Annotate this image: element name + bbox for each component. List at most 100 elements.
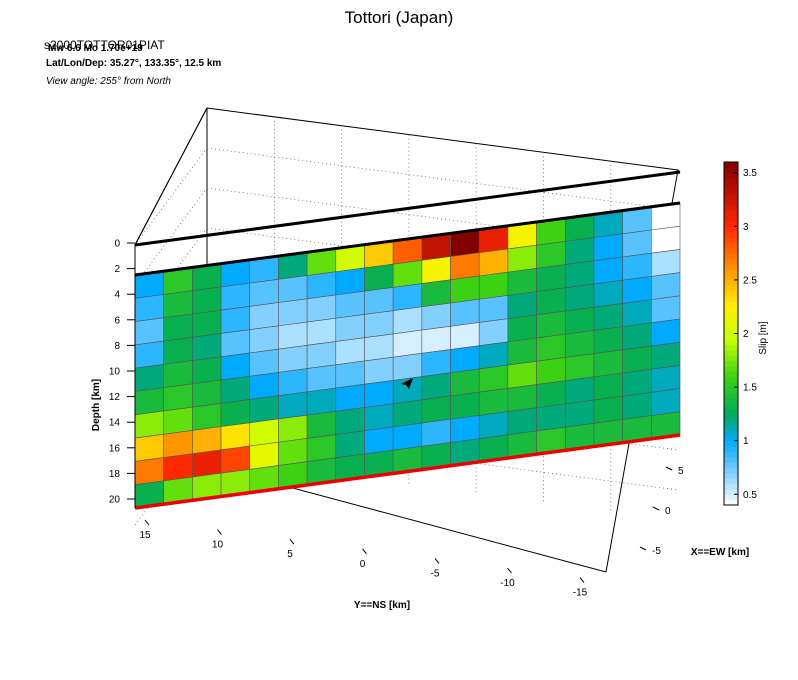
ew-tick-mark [639, 546, 647, 551]
colorbar-tick-label: 2.5 [743, 275, 757, 286]
slip-cell [392, 352, 423, 381]
colorbar-swatch [724, 301, 738, 308]
slip-cell [651, 388, 681, 416]
slip-cell [249, 325, 279, 354]
ns-tick-mark [289, 538, 295, 545]
slip-cell [249, 372, 279, 400]
depth-tick-label: 0 [114, 239, 120, 250]
slip-cell [392, 376, 423, 405]
depth-tick-label: 8 [114, 341, 120, 352]
ns-tick-label: 0 [360, 559, 366, 570]
colorbar-swatch [724, 312, 738, 319]
colorbar-swatch [724, 231, 738, 238]
slip-cell [364, 310, 394, 339]
slip-cell [306, 294, 337, 323]
colorbar-swatch [724, 178, 738, 185]
colorbar-swatch [724, 472, 738, 479]
slip-cell [306, 434, 337, 463]
slip-cell [306, 387, 337, 416]
colorbar-swatch [724, 188, 738, 195]
slip-cell [421, 325, 451, 354]
ew-tick-label: -5 [652, 546, 661, 557]
slip-cell [478, 295, 509, 323]
slip-cell [536, 333, 566, 362]
ns-tick-mark [144, 519, 150, 526]
colorbar-swatch [724, 451, 738, 458]
colorbar-swatch [724, 237, 738, 243]
slip-cell [335, 360, 365, 389]
slip-cell [364, 426, 394, 455]
ew-tick-label: 5 [678, 466, 684, 477]
slip-cell [278, 368, 308, 397]
colorbar-swatch [724, 424, 738, 431]
colorbar: 0.5 1 1.5 2 2.5 3 3.5 [723, 161, 757, 506]
slip-cell [335, 383, 365, 412]
depth-tick-label: 4 [114, 290, 120, 301]
slip-cell [220, 399, 251, 427]
slip-cell [392, 399, 423, 428]
slip-cell [192, 426, 222, 455]
slip-cell [536, 241, 566, 269]
colorbar-swatch [724, 274, 738, 281]
fault-top-edge [134, 201, 681, 277]
depth-tick-label: 6 [114, 315, 120, 326]
slip-cell [564, 330, 595, 358]
axis-ticks: 0 2 4 6 8 10 12 14 16 18 20 15 10 5 0 -5 -10 -15 5 0 -5 [109, 239, 684, 599]
slip-cell [507, 268, 537, 296]
ew-axis-label: X==EW [km] [691, 547, 749, 558]
slip-cell [622, 252, 652, 281]
slip-cell [593, 372, 623, 401]
slip-cell [450, 345, 480, 374]
colorbar-swatch [724, 290, 738, 297]
slip-cell [278, 344, 308, 373]
box-top-left [134, 107, 208, 246]
slip-cell [622, 345, 652, 374]
slip-cell [593, 279, 623, 308]
slip-cell [249, 348, 279, 377]
slip-cell [192, 449, 222, 478]
slip-cell [364, 287, 394, 315]
slip-cell [478, 341, 509, 370]
slip-cell [564, 399, 595, 428]
colorbar-tick-label: 2 [743, 329, 749, 340]
slip-cell [392, 283, 423, 311]
slip-cell [192, 309, 222, 338]
slip-cell [536, 380, 566, 409]
colorbar-swatch [724, 419, 738, 426]
colorbar-swatch [724, 263, 738, 270]
slip-cell [335, 314, 365, 342]
depth-tick-label: 18 [109, 469, 121, 480]
slip-cell [536, 310, 566, 339]
slip-cell [564, 376, 595, 405]
gridline [134, 187, 208, 286]
slip-cell [564, 283, 595, 312]
slip-cell [364, 263, 394, 292]
colorbar-swatch [724, 376, 738, 383]
slip-cell [163, 336, 193, 365]
slip-cell [335, 290, 365, 319]
slip-cell [335, 267, 365, 296]
slip-cell [364, 380, 394, 408]
slip-cell [392, 329, 423, 358]
slip-cell [192, 286, 222, 315]
depth-axis-label: Depth [km] [91, 379, 102, 431]
depth-tick-label: 12 [109, 392, 121, 403]
colorbar-swatch [724, 194, 738, 201]
ew-tick-mark [665, 466, 673, 471]
slip-cell [507, 337, 537, 366]
slip-cell [220, 422, 251, 451]
slip-cell [593, 349, 623, 378]
view-angle-line: View angle: 255° from North [46, 76, 171, 87]
colorbar-swatch [724, 483, 738, 490]
colorbar-swatch [724, 446, 738, 453]
slip-cell [622, 276, 652, 304]
colorbar-swatch [724, 365, 738, 372]
colorbar-swatch [724, 317, 738, 324]
slip-cell [134, 457, 164, 486]
colorbar-swatch [724, 226, 738, 233]
slip-cell [450, 298, 480, 327]
slip-cell [421, 279, 451, 308]
colorbar-swatch [724, 403, 738, 410]
slip-cell [163, 430, 193, 458]
